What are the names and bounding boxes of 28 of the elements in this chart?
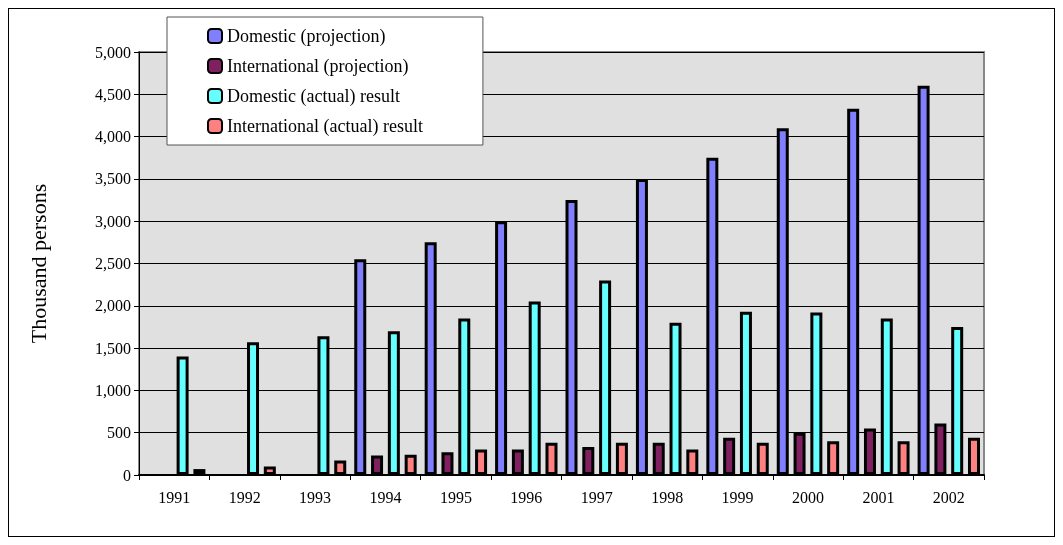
y-tick-label: 500 [107,424,131,442]
legend-label: International (projection) [227,56,409,77]
x-tick-label: 1994 [369,488,402,506]
y-tick-label: 4,000 [95,128,131,146]
y-tick-label: 3,000 [95,212,131,230]
x-tick-label: 1999 [721,488,754,506]
x-tick-label: 2001 [862,488,895,506]
x-tick-label: 1995 [439,488,472,506]
legend-label: International (actual) result [227,116,423,137]
x-tick-label: 1996 [510,488,543,506]
x-tick-label: 1993 [299,488,332,506]
y-tick-label: 1,000 [95,381,131,399]
x-tick-label: 1998 [651,488,684,506]
y-tick-label: 4,500 [95,85,131,103]
x-tick-label: 2002 [932,488,965,506]
x-tick-label: 1997 [580,488,613,506]
y-tick-label: 1,500 [95,339,131,357]
legend-label: Domestic (actual) result [227,86,400,107]
y-tick-label: 3,500 [95,170,131,188]
y-tick-label: 2,500 [95,255,131,272]
y-tick-label: 0 [123,466,131,484]
y-axis-title: Thousand persons [25,183,51,344]
x-tick-label: 1991 [158,488,191,506]
y-tick-label: 5,000 [95,43,131,61]
legend-label: Domestic (projection) [227,26,386,47]
y-tick-label: 2,000 [95,297,131,315]
x-tick-label: 1992 [228,488,261,506]
x-tick-label: 2000 [791,488,824,506]
